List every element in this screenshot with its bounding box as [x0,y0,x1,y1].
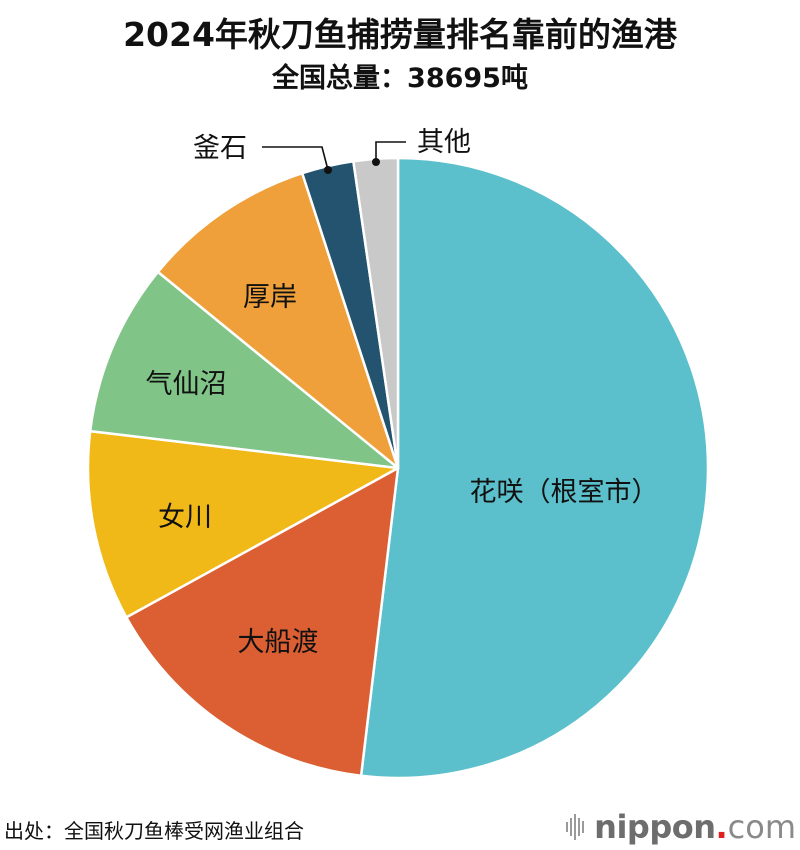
label-other: 其他 [417,127,471,158]
other-leader-dot [372,158,380,166]
label-ofunato: 大船渡 [238,627,319,658]
chart-title: 2024年秋刀鱼捕捞量排名靠前的渔港 [123,15,677,54]
pie-slice [125,466,400,778]
other-leader-line [375,141,406,162]
label-hanasaki: 花咲（根室市） [470,477,659,508]
logo-dot: . [715,808,728,846]
label-akkeshi: 厚岸 [243,282,297,313]
logo-name: nippon [594,808,716,846]
pie-slice [88,270,400,470]
label-kamaishi: 釜石 [193,133,247,164]
sound-bars-icon [566,812,586,842]
kamaishi-leader-dot [324,166,332,174]
source-note: 出处：全国秋刀鱼棒受网渔业组合 [4,819,304,843]
chart-subtitle: 全国总量：38695吨 [272,63,528,94]
pie-slice [359,156,710,780]
logo-tld: com [727,808,796,846]
nippon-logo: nippon. com [566,808,796,846]
kamaishi-leader-line [262,146,329,171]
label-kesennuma: 气仙沼 [146,369,227,400]
pie-slices [86,156,710,780]
pie-slice [156,171,400,470]
label-onagawa: 女川 [158,502,212,533]
pie-slice [86,429,400,619]
